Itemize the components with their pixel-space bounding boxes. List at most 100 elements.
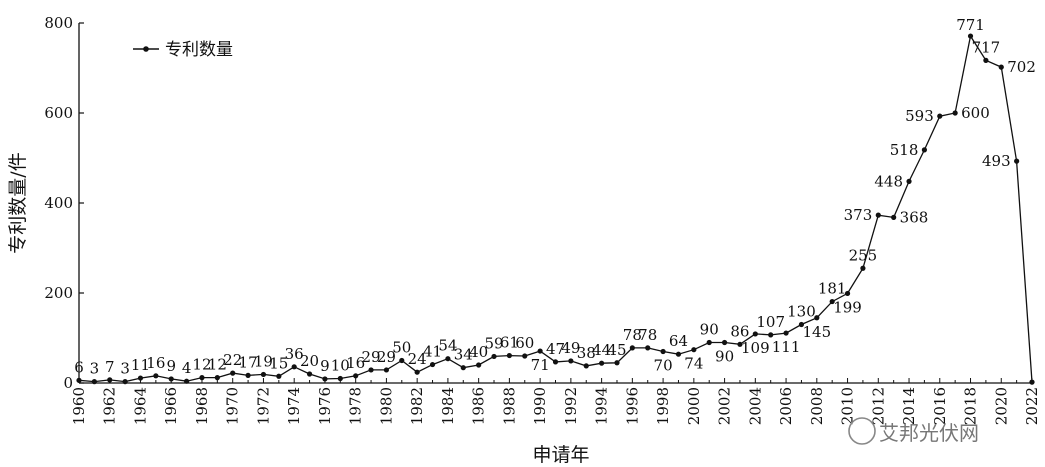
data-label: 518	[890, 141, 919, 159]
data-label: 109	[741, 339, 770, 357]
data-label: 717	[972, 38, 1001, 56]
data-label: 49	[561, 339, 580, 357]
data-label: 41	[423, 343, 442, 361]
x-tick-label: 1962	[101, 387, 119, 425]
x-tick-label: 1990	[531, 387, 549, 425]
data-point	[967, 33, 974, 39]
data-point	[937, 113, 943, 119]
data-point	[107, 377, 113, 383]
data-label: 199	[833, 298, 862, 316]
data-point	[122, 379, 128, 385]
data-label: 29	[377, 348, 396, 366]
data-label: 600	[961, 104, 990, 122]
data-label: 19	[254, 352, 273, 370]
data-label: 24	[408, 350, 427, 368]
data-label: 130	[787, 303, 816, 321]
x-tick-label: 2008	[808, 387, 826, 425]
data-label: 38	[577, 344, 596, 362]
data-label: 593	[905, 107, 934, 125]
data-point	[399, 357, 405, 364]
y-tick-label: 600	[44, 104, 73, 122]
data-point	[368, 367, 374, 373]
data-label: 11	[131, 356, 150, 374]
data-label: 448	[874, 172, 903, 190]
data-label: 47	[546, 340, 565, 358]
data-point	[276, 373, 282, 379]
data-point	[306, 371, 313, 377]
data-point	[645, 345, 651, 351]
data-label: 12	[208, 356, 227, 374]
data-label: 90	[700, 321, 719, 339]
data-point	[860, 265, 866, 271]
data-label: 59	[484, 334, 503, 352]
data-point	[660, 348, 666, 355]
data-point	[875, 212, 881, 218]
data-label: 15	[269, 354, 288, 372]
data-point	[814, 315, 820, 321]
x-tick-label: 1994	[593, 387, 611, 425]
data-point	[214, 375, 220, 381]
data-label: 86	[730, 322, 749, 340]
data-point	[76, 377, 82, 383]
data-point	[1014, 158, 1020, 164]
data-point	[1029, 379, 1035, 385]
data-point	[522, 353, 528, 359]
data-point	[383, 367, 390, 373]
x-tick-label: 1974	[285, 387, 303, 425]
data-label: 61	[500, 334, 519, 352]
x-tick-label: 2016	[931, 387, 949, 425]
data-point	[183, 378, 190, 384]
data-point	[322, 376, 328, 382]
data-label: 36	[285, 345, 304, 363]
x-tick-label: 1970	[224, 387, 242, 425]
series-line	[78, 34, 1033, 383]
data-point	[260, 371, 267, 378]
data-label: 78	[638, 326, 657, 344]
data-point	[199, 375, 205, 381]
data-point	[829, 298, 835, 305]
data-label: 16	[346, 354, 365, 372]
data-point	[245, 372, 251, 378]
data-point	[537, 348, 543, 354]
data-label: 74	[684, 355, 703, 373]
x-tick-label: 2004	[746, 387, 764, 425]
data-label: 78	[623, 326, 642, 344]
data-point	[476, 362, 482, 368]
y-tick-label: 800	[44, 14, 73, 32]
y-tick-label: 0	[63, 374, 73, 392]
data-point	[337, 375, 343, 382]
data-point	[552, 359, 559, 365]
x-tick-label: 1960	[70, 387, 88, 425]
data-label: 181	[818, 280, 847, 298]
data-point	[952, 110, 958, 116]
x-tick-label: 1984	[439, 387, 457, 425]
x-tick-label: 1982	[408, 387, 426, 425]
data-point	[414, 369, 420, 375]
data-point	[691, 347, 697, 353]
data-label: 71	[531, 356, 550, 374]
data-label: 70	[654, 357, 673, 375]
data-label: 40	[469, 343, 488, 361]
legend-marker	[143, 46, 149, 52]
watermark-text: 艾邦光伏网	[879, 421, 979, 445]
data-point	[137, 375, 144, 381]
y-axis-title: 专利数量/件	[7, 152, 29, 253]
x-tick-label: 2000	[685, 387, 703, 425]
data-label: 34	[454, 346, 473, 364]
data-label: 50	[392, 339, 411, 357]
data-label: 90	[715, 348, 734, 366]
data-point	[768, 332, 774, 338]
data-label: 255	[849, 246, 878, 264]
data-point	[998, 64, 1004, 70]
data-label: 6	[74, 358, 84, 376]
data-point	[583, 363, 589, 369]
data-label: 7	[105, 358, 115, 376]
data-label: 3	[90, 360, 100, 378]
x-tick-label: 1980	[377, 387, 395, 425]
legend: 专利数量	[133, 40, 233, 60]
x-tick-label: 2002	[716, 387, 734, 425]
x-tick-label: 1992	[562, 387, 580, 425]
data-point	[445, 356, 451, 362]
data-label: 3	[120, 360, 130, 378]
